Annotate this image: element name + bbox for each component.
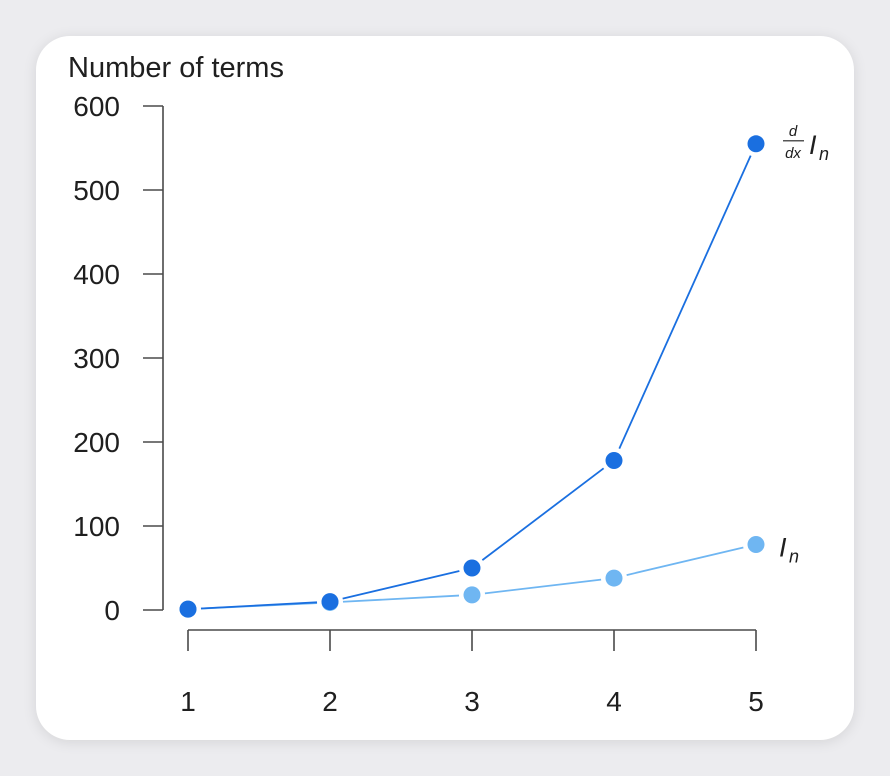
x-tick-label: 2 — [322, 686, 338, 717]
series-line-segment — [618, 155, 752, 449]
y-tick-label: 500 — [73, 175, 120, 206]
data-point — [605, 451, 623, 469]
x-tick-label: 5 — [748, 686, 764, 717]
x-tick-label: 3 — [464, 686, 480, 717]
data-point — [179, 600, 197, 618]
fraction-denominator: dx — [785, 145, 801, 162]
fraction-numerator: d — [789, 123, 798, 140]
data-point — [463, 559, 481, 577]
x-tick-label: 4 — [606, 686, 622, 717]
series-line-segment — [342, 570, 460, 600]
series-label-base: I — [779, 532, 787, 562]
data-point — [747, 535, 765, 553]
series-line-segment — [484, 578, 602, 595]
series-group — [179, 135, 765, 618]
y-tick-label: 300 — [73, 343, 120, 374]
data-point — [747, 135, 765, 153]
data-point — [321, 593, 339, 611]
data-point — [463, 586, 481, 604]
chart-card — [36, 36, 854, 740]
y-tick-label: 400 — [73, 259, 120, 290]
y-tick-label: 0 — [104, 595, 120, 626]
y-tick-label: 100 — [73, 511, 120, 542]
series-label-base: I — [809, 130, 817, 160]
series-label-subscript: n — [819, 144, 829, 164]
series-line-segment — [342, 594, 460, 603]
y-tick-label: 200 — [73, 427, 120, 458]
y-tick-label: 600 — [73, 91, 120, 122]
series-line-segment — [200, 601, 318, 610]
series-line-segment — [481, 467, 605, 561]
series-layer — [179, 135, 765, 618]
y-axis-title: Number of terms — [68, 52, 284, 84]
series-label-subscript: n — [789, 546, 799, 566]
data-point — [605, 569, 623, 587]
x-tick-label: 1 — [180, 686, 196, 717]
series-line-segment — [626, 546, 744, 576]
axes: 0 100 200 300 400 500 600 1 2 3 4 5 — [73, 91, 764, 717]
